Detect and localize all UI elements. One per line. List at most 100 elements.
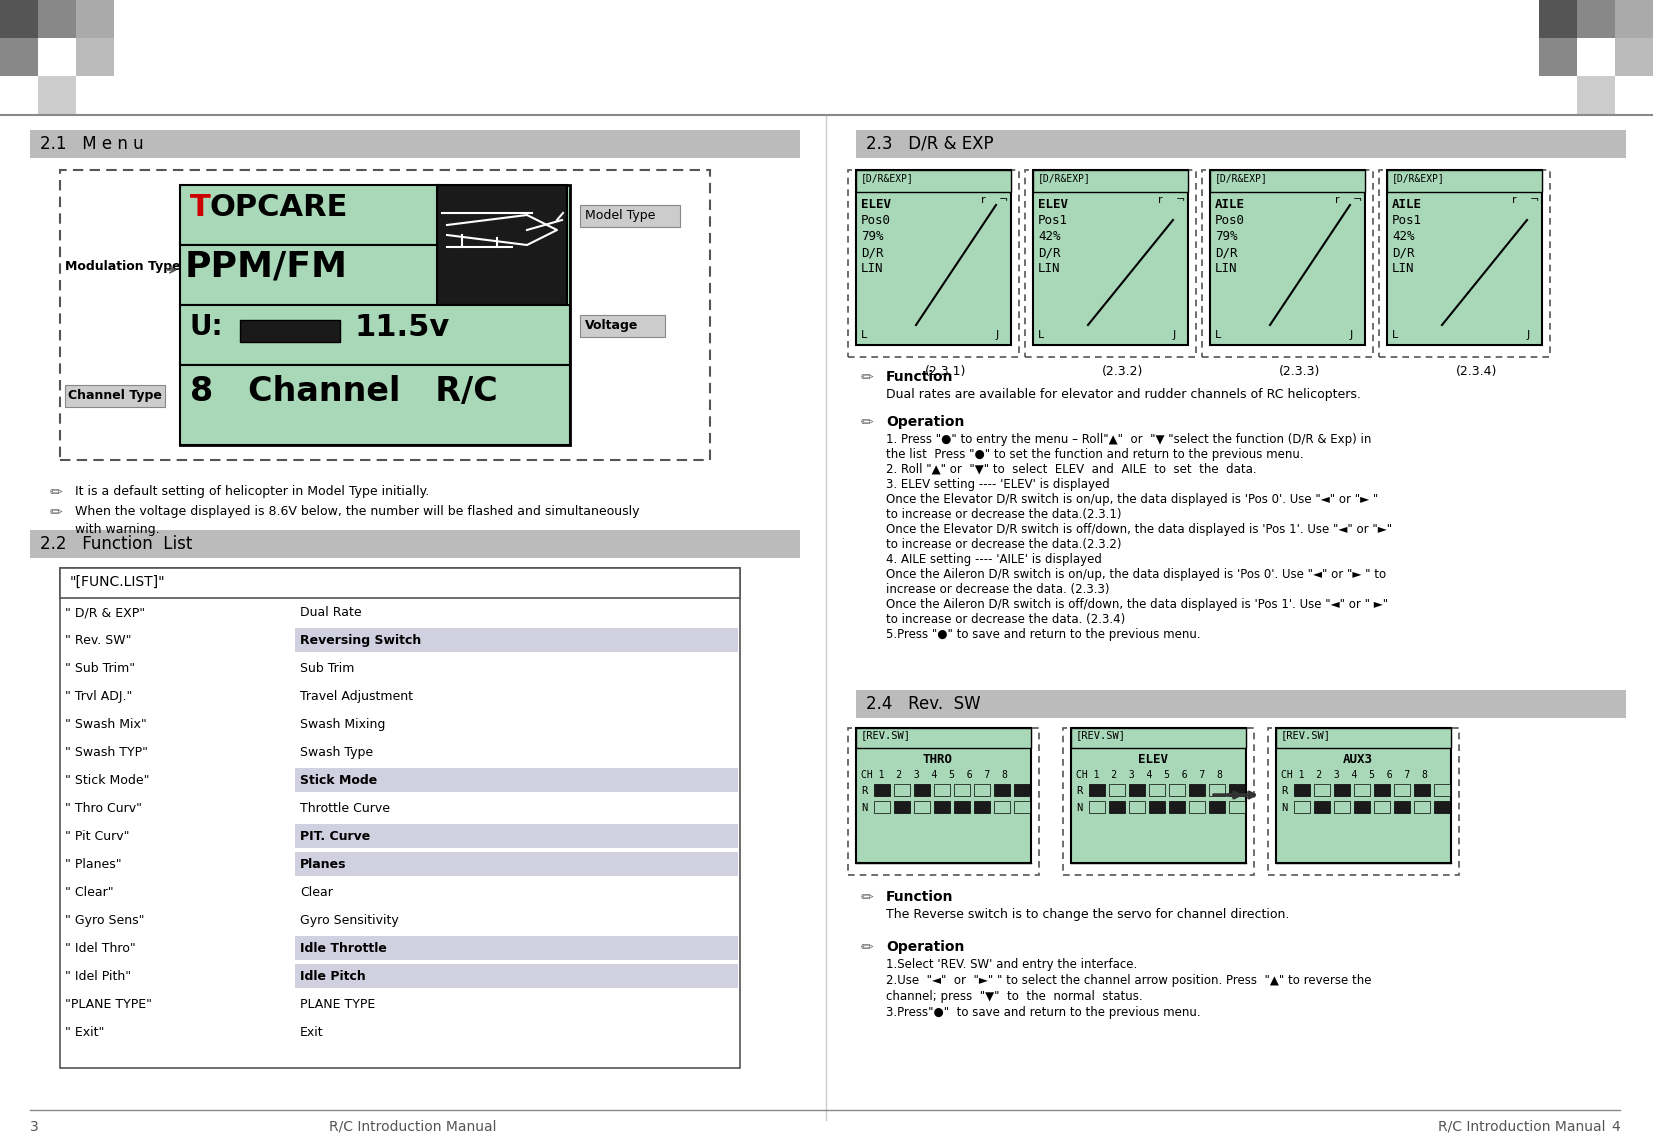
Bar [1577, 38, 1615, 76]
Text: LIN: LIN [1215, 262, 1238, 275]
Text: (2.3.2): (2.3.2) [1103, 365, 1144, 378]
Text: Once the Aileron D/R switch is on/up, the data displayed is 'Pos 0'. Use "◄" or : Once the Aileron D/R switch is on/up, th… [886, 568, 1387, 581]
Text: D/R: D/R [1038, 246, 1061, 259]
Bar [1276, 728, 1451, 863]
Text: Once the Elevator D/R switch is on/up, the data displayed is 'Pos 0'. Use "◄" or: Once the Elevator D/R switch is on/up, t… [886, 492, 1379, 506]
Text: r: r [1159, 195, 1162, 205]
Bar [294, 964, 737, 988]
Bar [180, 185, 570, 445]
Bar [1314, 801, 1331, 813]
Text: Operation: Operation [886, 940, 964, 954]
Text: 2.3   D/R & EXP: 2.3 D/R & EXP [866, 135, 993, 153]
Bar [856, 690, 1627, 718]
Text: 42%: 42% [1038, 230, 1061, 243]
Text: CH 1  2  3  4  5  6  7  8: CH 1 2 3 4 5 6 7 8 [861, 770, 1008, 780]
Text: AILE: AILE [1215, 198, 1245, 211]
Text: It is a default setting of helicopter in Model Type initially.: It is a default setting of helicopter in… [74, 484, 430, 498]
Bar [894, 784, 911, 796]
Text: J: J [1527, 329, 1531, 340]
Text: J: J [1351, 329, 1354, 340]
Bar [294, 936, 737, 960]
Text: Operation: Operation [886, 415, 964, 429]
Bar [874, 784, 889, 796]
Bar [1577, 76, 1615, 114]
Bar [1413, 801, 1430, 813]
Bar [894, 801, 911, 813]
Text: " Swash Mix": " Swash Mix" [64, 718, 147, 731]
Bar [874, 801, 889, 813]
Bar [1071, 728, 1246, 748]
Text: " Stick Mode": " Stick Mode" [64, 774, 149, 787]
Bar [856, 170, 1012, 192]
Text: 42%: 42% [1392, 230, 1415, 243]
Bar [1379, 170, 1551, 357]
Text: (2.3.3): (2.3.3) [1279, 365, 1321, 378]
Bar [60, 170, 711, 461]
Text: Voltage: Voltage [585, 319, 638, 332]
Bar [1033, 170, 1189, 192]
Text: R: R [1076, 785, 1083, 796]
Bar [1210, 170, 1365, 192]
Bar [60, 568, 741, 1068]
Text: CH 1  2  3  4  5  6  7  8: CH 1 2 3 4 5 6 7 8 [1281, 770, 1428, 780]
Text: L: L [861, 329, 868, 340]
Text: Reversing Switch: Reversing Switch [299, 634, 422, 648]
Bar [294, 824, 737, 848]
Bar [1013, 801, 1030, 813]
Text: ✏: ✏ [861, 415, 874, 430]
Text: D/R: D/R [1392, 246, 1415, 259]
Bar [1169, 784, 1185, 796]
Text: " Pit Curv": " Pit Curv" [64, 830, 129, 842]
Text: " Idel Pith": " Idel Pith" [64, 970, 131, 983]
Text: J: J [997, 329, 1000, 340]
Text: (2.3.4): (2.3.4) [1456, 365, 1498, 378]
Text: the list  Press "●" to set the function and return to the previous menu.: the list Press "●" to set the function a… [886, 448, 1304, 461]
Text: 2.Use  "◄"  or  "►" " to select the channel arrow position. Press  "▲" to revers: 2.Use "◄" or "►" " to select the channel… [886, 974, 1372, 987]
Bar [856, 728, 1031, 748]
Bar [64, 385, 165, 407]
Bar [1387, 170, 1542, 192]
Bar [180, 306, 570, 365]
Bar [294, 852, 737, 876]
Text: Idle Pitch: Idle Pitch [299, 970, 365, 983]
Text: " Gyro Sens": " Gyro Sens" [64, 914, 144, 927]
Text: " Planes": " Planes" [64, 858, 122, 871]
Text: Once the Elevator D/R switch is off/down, the data displayed is 'Pos 1'. Use "◄": Once the Elevator D/R switch is off/down… [886, 523, 1392, 536]
Text: " Idel Thro": " Idel Thro" [64, 942, 136, 955]
Text: Dual rates are available for elevator and rudder channels of RC helicopters.: Dual rates are available for elevator an… [886, 388, 1360, 401]
Text: r: r [1512, 195, 1516, 205]
Text: N: N [861, 803, 868, 813]
Bar [993, 801, 1010, 813]
Text: Planes: Planes [299, 858, 347, 871]
Bar [1033, 170, 1189, 345]
Text: ¬: ¬ [998, 195, 1008, 205]
Text: 3.Press"●"  to save and return to the previous menu.: 3.Press"●" to save and return to the pre… [886, 1005, 1200, 1019]
Text: Pos0: Pos0 [861, 214, 891, 227]
Text: 4. AILE setting ---- 'AILE' is displayed: 4. AILE setting ---- 'AILE' is displayed [886, 553, 1103, 565]
Text: [D/R&EXP]: [D/R&EXP] [1038, 173, 1091, 184]
Bar [1294, 784, 1309, 796]
Text: " D/R & EXP": " D/R & EXP" [64, 606, 145, 619]
Text: Clear: Clear [299, 886, 332, 899]
Bar [240, 320, 341, 342]
Text: The Reverse switch is to change the servo for channel direction.: The Reverse switch is to change the serv… [886, 907, 1289, 921]
Bar [1169, 801, 1185, 813]
Text: [D/R&EXP]: [D/R&EXP] [1215, 173, 1268, 184]
Text: 5.Press "●" to save and return to the previous menu.: 5.Press "●" to save and return to the pr… [886, 628, 1200, 641]
Text: D/R: D/R [861, 246, 883, 259]
Text: increase or decrease the data. (2.3.3): increase or decrease the data. (2.3.3) [886, 583, 1109, 596]
Text: L: L [1215, 329, 1222, 340]
Text: Throttle Curve: Throttle Curve [299, 803, 390, 815]
Bar [1435, 784, 1450, 796]
Bar [0, 38, 38, 76]
Text: with warning.: with warning. [74, 523, 160, 536]
Text: 2. Roll "▲" or  "▼" to  select  ELEV  and  AILE  to  set  the  data.: 2. Roll "▲" or "▼" to select ELEV and AI… [886, 463, 1256, 477]
Bar [1334, 784, 1351, 796]
Bar [1208, 801, 1225, 813]
Bar [1615, 38, 1653, 76]
Text: to increase or decrease the data. (2.3.4): to increase or decrease the data. (2.3.4… [886, 613, 1126, 626]
Text: 8   Channel   R/C: 8 Channel R/C [190, 375, 498, 408]
Bar [38, 38, 76, 76]
Text: ✏: ✏ [861, 370, 874, 385]
Bar [954, 801, 970, 813]
